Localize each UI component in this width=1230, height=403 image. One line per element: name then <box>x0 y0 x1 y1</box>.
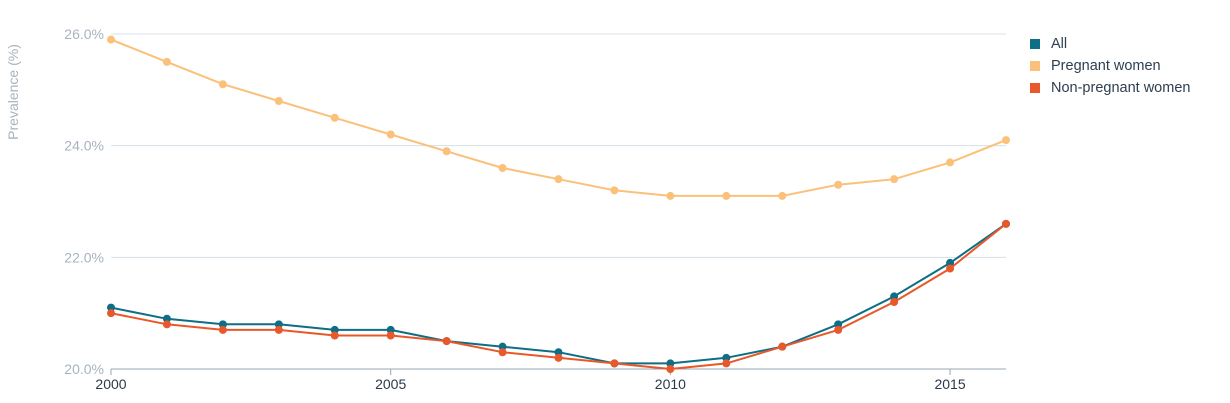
y-tick-label: 24.0% <box>64 138 104 154</box>
x-tick-label: 2015 <box>934 376 965 392</box>
data-point-pregnant-women[interactable] <box>554 175 563 184</box>
data-point-pregnant-women[interactable] <box>946 158 955 167</box>
grid-lines <box>111 33 1006 370</box>
x-tick-label: 2005 <box>375 376 406 392</box>
data-point-non-pregnant-women[interactable] <box>610 359 619 368</box>
data-point-all[interactable] <box>274 320 283 329</box>
legend-label-pregnant-women: Pregnant women <box>1051 58 1161 74</box>
data-point-pregnant-women[interactable] <box>610 186 619 195</box>
legend-label-non-pregnant-women: Non-pregnant women <box>1051 80 1191 96</box>
data-point-pregnant-women[interactable] <box>218 80 227 89</box>
data-point-non-pregnant-women[interactable] <box>162 320 171 329</box>
data-point-pregnant-women[interactable] <box>498 164 507 172</box>
data-point-all[interactable] <box>554 348 563 357</box>
data-point-pregnant-women[interactable] <box>330 113 339 122</box>
data-point-pregnant-women[interactable] <box>107 35 115 44</box>
data-point-non-pregnant-women[interactable] <box>722 359 731 368</box>
data-point-non-pregnant-women[interactable] <box>778 342 787 351</box>
series-group <box>107 35 1010 373</box>
y-axis-label: Prevalence (%) <box>5 44 21 140</box>
data-point-pregnant-women[interactable] <box>162 57 171 66</box>
x-tick-label: 2000 <box>95 376 126 392</box>
y-tick-label: 20.0% <box>64 361 104 377</box>
legend-item-all[interactable]: All <box>1030 33 1190 55</box>
data-point-non-pregnant-women[interactable] <box>890 298 899 306</box>
data-point-non-pregnant-women[interactable] <box>834 325 843 334</box>
data-point-pregnant-women[interactable] <box>386 130 395 139</box>
data-point-non-pregnant-women[interactable] <box>666 365 675 373</box>
data-point-pregnant-women[interactable] <box>834 180 843 189</box>
data-point-non-pregnant-women[interactable] <box>274 325 283 334</box>
x-axis-ticks: 2000 2005 2010 2015 <box>95 369 966 392</box>
series-pregnant-women <box>107 35 1010 200</box>
x-tick-label: 2010 <box>655 376 686 392</box>
series-all <box>107 219 1010 368</box>
legend-item-pregnant-women[interactable]: Pregnant women <box>1030 55 1190 77</box>
legend-swatch-pregnant-women <box>1030 61 1040 71</box>
data-point-all[interactable] <box>218 320 227 329</box>
series-line-all <box>110 222 1007 365</box>
data-point-pregnant-women[interactable] <box>890 175 899 184</box>
data-point-all[interactable] <box>162 314 171 323</box>
data-point-pregnant-women[interactable] <box>442 147 451 156</box>
data-point-non-pregnant-women[interactable] <box>107 309 115 318</box>
y-tick-label: 26.0% <box>64 26 104 42</box>
data-point-all[interactable] <box>722 353 731 362</box>
data-point-all[interactable] <box>666 359 675 368</box>
data-point-non-pregnant-women[interactable] <box>330 331 339 340</box>
data-point-all[interactable] <box>386 325 395 334</box>
data-point-pregnant-women[interactable] <box>274 97 283 105</box>
legend-swatch-all <box>1030 39 1040 49</box>
y-axis-ticks: 20.0% 22.0% 24.0% 26.0% <box>64 26 104 377</box>
series-line-non-pregnant-women <box>110 223 1007 370</box>
data-point-non-pregnant-women[interactable] <box>218 325 227 334</box>
data-point-all[interactable] <box>946 258 955 267</box>
data-point-pregnant-women[interactable] <box>778 191 787 200</box>
data-point-all[interactable] <box>330 325 339 334</box>
data-point-pregnant-women[interactable] <box>1002 136 1010 145</box>
y-tick-label: 22.0% <box>64 249 104 265</box>
legend-label-all: All <box>1051 36 1068 52</box>
series-non-pregnant-women <box>107 219 1010 373</box>
data-point-all[interactable] <box>498 342 507 351</box>
data-point-non-pregnant-women[interactable] <box>1002 219 1010 228</box>
legend: All Pregnant women Non-pregnant women <box>1030 33 1190 99</box>
data-point-all[interactable] <box>890 292 899 301</box>
legend-swatch-non-pregnant-women <box>1030 83 1040 93</box>
data-point-non-pregnant-women[interactable] <box>946 264 955 273</box>
data-point-pregnant-women[interactable] <box>666 191 675 200</box>
data-point-all[interactable] <box>834 320 843 329</box>
data-point-all[interactable] <box>107 303 115 312</box>
data-point-non-pregnant-women[interactable] <box>498 348 507 357</box>
legend-item-non-pregnant-women[interactable]: Non-pregnant women <box>1030 77 1190 99</box>
series-line-pregnant-women <box>110 38 1007 197</box>
data-point-non-pregnant-women[interactable] <box>442 337 451 346</box>
data-point-non-pregnant-women[interactable] <box>554 353 563 362</box>
data-point-pregnant-women[interactable] <box>722 191 731 200</box>
data-point-non-pregnant-women[interactable] <box>386 331 395 340</box>
